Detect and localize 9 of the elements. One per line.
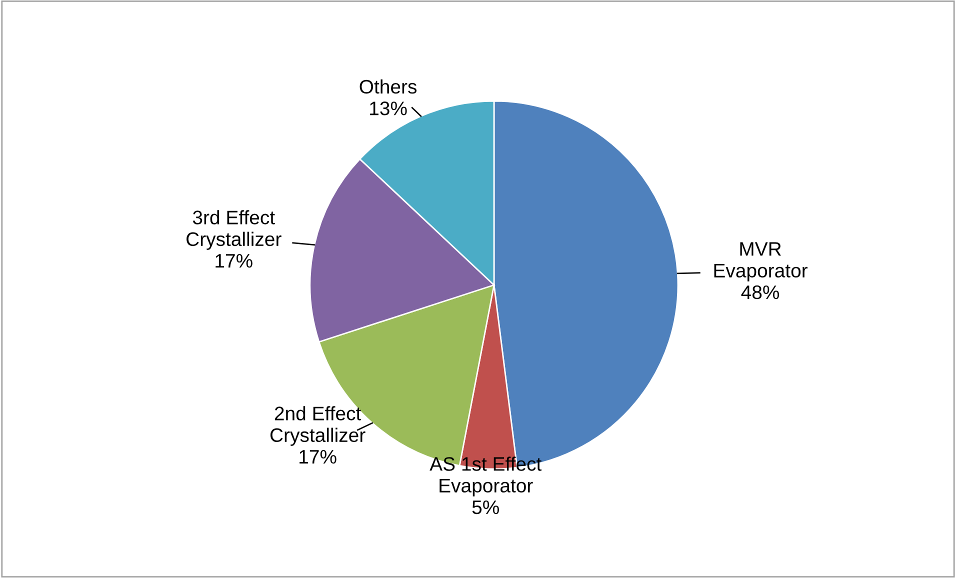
data-label: 5% <box>472 500 499 514</box>
slice-label: 3rd Effect Crystallizer <box>186 210 282 250</box>
data-label: 17% <box>300 450 336 464</box>
data-label: 48% <box>741 285 780 300</box>
slice-label: 2nd Effect Crystallizer <box>270 406 366 446</box>
slice-label: MVR Evaporator <box>714 242 808 282</box>
slice-label: Others <box>360 79 417 94</box>
data-label: 13% <box>370 102 407 116</box>
data-label: 17% <box>216 254 252 268</box>
